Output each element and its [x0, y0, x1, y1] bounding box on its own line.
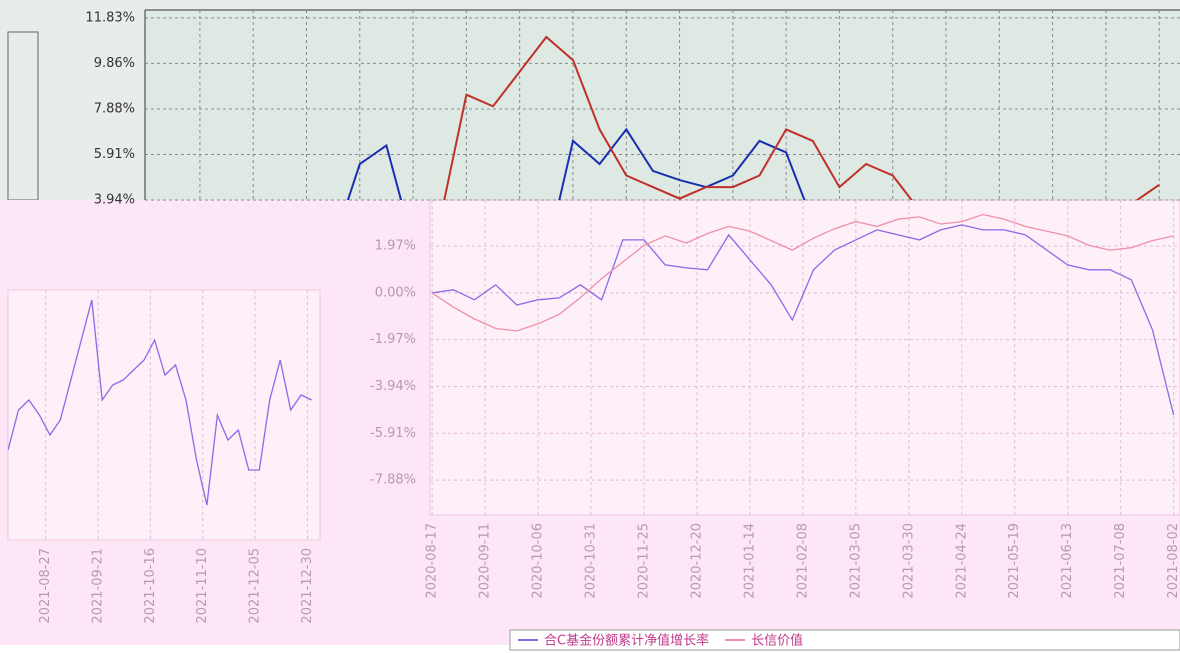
legend-label: 合C基金份额累计净值增长率 [544, 633, 709, 649]
x-tick-label: 2021-12-30 [300, 548, 315, 624]
x-tick-label: 2021-06-13 [1060, 523, 1075, 599]
chart: 11.83% 9.86% 7.88% 5.91% 3.94% 2021-08-27 2021… [0, 0, 1180, 653]
y-tick-label: 0.00% [375, 285, 416, 300]
x-tick-label: 2020-10-06 [531, 523, 546, 599]
x-tick-label: 2021-07-08 [1113, 523, 1128, 599]
x-tick-label: 2021-10-16 [143, 548, 158, 624]
y-tick-label: 9.86% [94, 56, 135, 71]
x-tick-label: 2021-11-10 [195, 548, 210, 624]
top-plot-area [145, 10, 1180, 200]
x-tick-label: 2021-09-21 [91, 548, 106, 624]
x-tick-label: 2021-12-05 [248, 548, 263, 624]
left-plot-area [8, 290, 320, 540]
legend-label: 长信价值 [751, 633, 803, 649]
y-tick-label: -1.97% [370, 332, 416, 347]
y-tick-label: -7.88% [370, 473, 416, 488]
x-tick-label: 2021-02-08 [795, 523, 810, 599]
x-tick-label: 2020-12-20 [689, 523, 704, 599]
y-tick-label: -5.91% [370, 426, 416, 441]
y-tick-label: 7.88% [94, 102, 135, 117]
y-tick-label: -3.94% [370, 379, 416, 394]
x-tick-label: 2021-05-19 [1007, 523, 1022, 599]
y-tick-label: 5.91% [94, 147, 135, 162]
x-tick-label: 2021-03-30 [901, 523, 916, 599]
y-tick-label: 3.94% [94, 193, 135, 208]
x-tick-label: 2020-10-31 [584, 523, 599, 599]
x-tick-label: 2020-09-11 [478, 523, 493, 599]
x-tick-label: 2021-04-24 [954, 523, 969, 599]
x-tick-label: 2021-01-14 [742, 523, 757, 599]
x-tick-label: 2021-03-05 [848, 523, 863, 599]
y-tick-label: 11.83% [85, 10, 135, 25]
x-tick-label: 2020-08-17 [425, 523, 440, 599]
x-tick-label: 2021-08-27 [38, 548, 53, 624]
x-tick-label: 2020-11-25 [636, 523, 651, 599]
x-tick-label: 2021-08-02 [1166, 523, 1180, 599]
y-tick-label: 1.97% [375, 239, 416, 254]
